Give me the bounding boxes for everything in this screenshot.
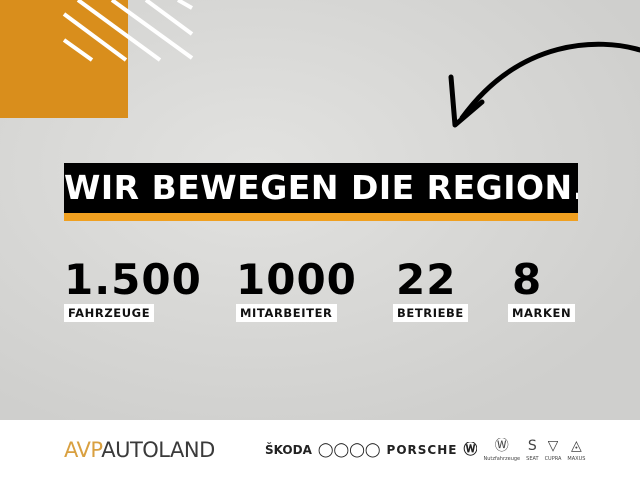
stat-value: 8 [512, 255, 543, 304]
maxus-icon: ◬ [571, 438, 582, 454]
seat-logo: S SEAT [526, 438, 539, 462]
skoda-logo: ŠKODA [265, 443, 312, 457]
stat-employees: 1000 MITARBEITER [236, 255, 357, 322]
cupra-icon: ▽ [547, 438, 559, 454]
stat-label: MITARBEITER [236, 304, 337, 322]
avp-autoland-logo: AVPAUTOLAND [64, 438, 215, 462]
vw-logo-icon: Ⓦ [494, 438, 509, 454]
stat-label: MARKEN [508, 304, 576, 322]
porsche-logo: PORSCHE [386, 443, 458, 457]
stat-label: BETRIEBE [393, 304, 468, 322]
vw-logo-icon: Ⓦ [463, 442, 478, 458]
stat-vehicles: 1.500 FAHRZEUGE [64, 255, 202, 322]
curved-arrow-icon [448, 41, 640, 128]
headline-underline [64, 213, 578, 221]
footer [0, 420, 640, 480]
brand-logos: ŠKODA ◯◯◯◯ PORSCHE Ⓦ Ⓦ Nutzfahrzeuge S SEA… [265, 438, 585, 462]
stat-brands: 8 MARKEN [508, 255, 576, 322]
stat-value: 22 [396, 255, 457, 304]
stat-locations: 22 BETRIEBE [393, 255, 468, 322]
cupra-logo: ▽ CUPRA [544, 438, 562, 462]
headline-banner: WIR BEWEGEN DIE REGION. [64, 163, 578, 213]
diagonal-stripes-decoration [62, 0, 194, 62]
stat-value: 1000 [236, 255, 357, 304]
audi-rings-icon: ◯◯◯◯ [317, 442, 381, 458]
stat-label: FAHRZEUGE [64, 304, 155, 322]
seat-s-icon: S [527, 438, 537, 454]
vw-nutzfahrzeuge-logo: Ⓦ Nutzfahrzeuge [483, 438, 521, 462]
maxus-logo: ◬ MAXUS [567, 438, 586, 462]
stat-value: 1.500 [64, 255, 202, 304]
